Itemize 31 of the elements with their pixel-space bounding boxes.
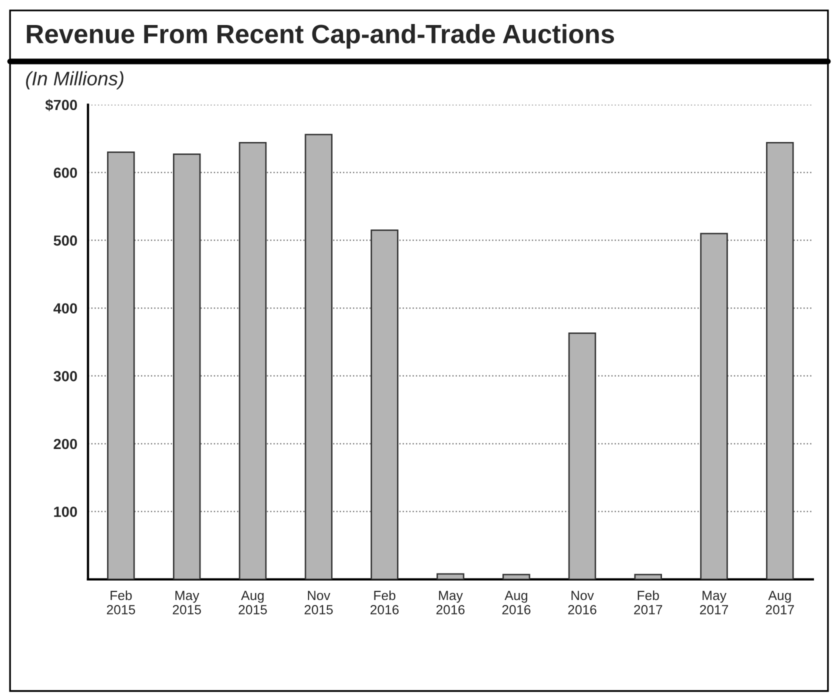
- y-tick-label: 200: [54, 438, 77, 450]
- x-tick-label: Feb 2015: [106, 590, 136, 614]
- bar: [700, 232, 728, 580]
- x-tick-label: May 2017: [700, 590, 728, 614]
- chart-title: Revenue From Recent Cap-and-Trade Auctions: [26, 24, 614, 49]
- y-tick-label: 500: [54, 235, 77, 246]
- bar: [107, 151, 135, 580]
- bar: [172, 154, 201, 580]
- y-tick-label: 600: [54, 168, 77, 178]
- bar: [502, 574, 530, 580]
- x-tick-label: Feb 2016: [370, 590, 399, 614]
- bar: [568, 332, 596, 580]
- x-tick-label: Aug 2017: [766, 590, 794, 614]
- bar: [634, 574, 662, 580]
- bar: [766, 142, 794, 580]
- x-tick-label: Nov 2015: [304, 590, 333, 614]
- bar: [370, 229, 398, 580]
- x-tick-label: Feb 2017: [634, 590, 662, 614]
- y-tick-label: 400: [53, 303, 77, 314]
- chart-subtitle: (In Millions): [26, 71, 124, 90]
- bar: [304, 134, 333, 580]
- bar: [238, 142, 267, 580]
- y-tick-label: $700: [45, 99, 77, 112]
- x-tick-label: Aug 2016: [502, 590, 530, 614]
- y-tick-label: 100: [54, 506, 77, 517]
- bar: [436, 573, 464, 580]
- y-tick-label: 300: [54, 371, 77, 382]
- x-tick-label: May 2015: [172, 590, 201, 614]
- x-tick-label: Nov 2016: [568, 590, 596, 614]
- x-tick-label: Aug 2015: [238, 590, 267, 614]
- x-tick-label: May 2016: [436, 590, 465, 614]
